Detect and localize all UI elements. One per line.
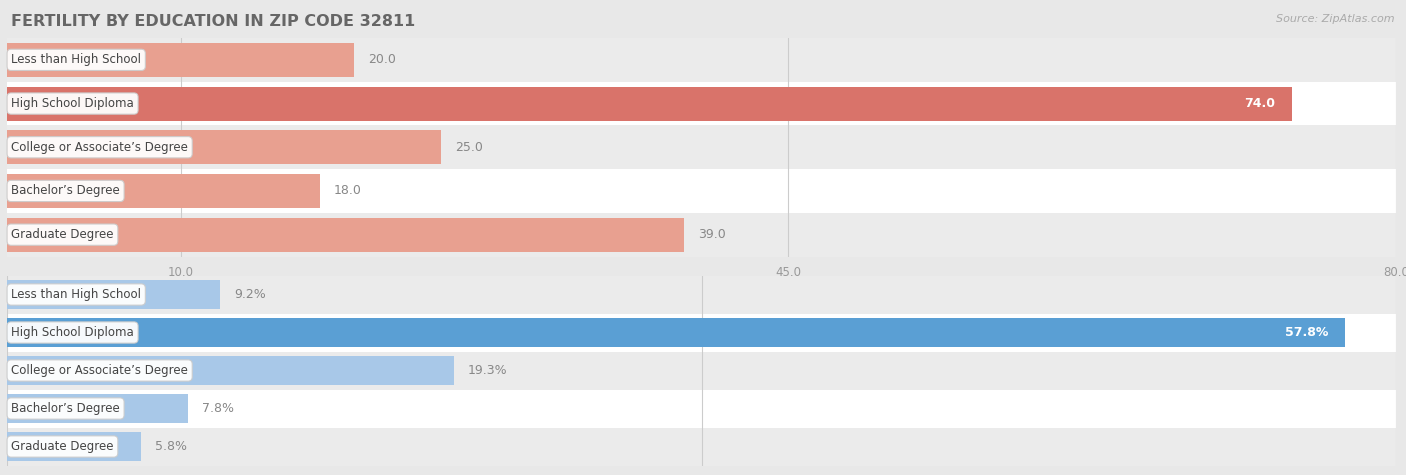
Bar <box>7 218 685 252</box>
Text: 74.0: 74.0 <box>1244 97 1275 110</box>
Bar <box>7 280 219 309</box>
FancyBboxPatch shape <box>7 125 1396 169</box>
Bar <box>7 174 319 208</box>
Text: FERTILITY BY EDUCATION IN ZIP CODE 32811: FERTILITY BY EDUCATION IN ZIP CODE 32811 <box>11 14 416 29</box>
Text: Graduate Degree: Graduate Degree <box>11 440 114 453</box>
FancyBboxPatch shape <box>7 314 1396 352</box>
Text: 7.8%: 7.8% <box>201 402 233 415</box>
FancyBboxPatch shape <box>7 352 1396 390</box>
FancyBboxPatch shape <box>7 390 1396 428</box>
Bar <box>7 43 354 77</box>
Text: 9.2%: 9.2% <box>233 288 266 301</box>
Text: 5.8%: 5.8% <box>155 440 187 453</box>
Text: 25.0: 25.0 <box>456 141 482 154</box>
Bar <box>7 432 142 461</box>
FancyBboxPatch shape <box>7 428 1396 466</box>
Text: Source: ZipAtlas.com: Source: ZipAtlas.com <box>1277 14 1395 24</box>
FancyBboxPatch shape <box>7 38 1396 82</box>
Text: High School Diploma: High School Diploma <box>11 97 134 110</box>
Text: Bachelor’s Degree: Bachelor’s Degree <box>11 402 120 415</box>
Text: 20.0: 20.0 <box>368 53 396 67</box>
Text: Less than High School: Less than High School <box>11 288 141 301</box>
FancyBboxPatch shape <box>7 82 1396 125</box>
Bar <box>7 86 1292 121</box>
Text: College or Associate’s Degree: College or Associate’s Degree <box>11 141 188 154</box>
Bar <box>7 130 441 164</box>
Text: Less than High School: Less than High School <box>11 53 141 67</box>
Text: 19.3%: 19.3% <box>468 364 508 377</box>
Text: 39.0: 39.0 <box>699 228 725 241</box>
Text: Graduate Degree: Graduate Degree <box>11 228 114 241</box>
Text: College or Associate’s Degree: College or Associate’s Degree <box>11 364 188 377</box>
Text: High School Diploma: High School Diploma <box>11 326 134 339</box>
FancyBboxPatch shape <box>7 276 1396 314</box>
Bar <box>7 356 454 385</box>
Bar <box>7 394 187 423</box>
FancyBboxPatch shape <box>7 169 1396 213</box>
Text: 57.8%: 57.8% <box>1285 326 1329 339</box>
Bar <box>7 318 1346 347</box>
FancyBboxPatch shape <box>7 213 1396 256</box>
Text: Bachelor’s Degree: Bachelor’s Degree <box>11 184 120 198</box>
Text: 18.0: 18.0 <box>333 184 361 198</box>
